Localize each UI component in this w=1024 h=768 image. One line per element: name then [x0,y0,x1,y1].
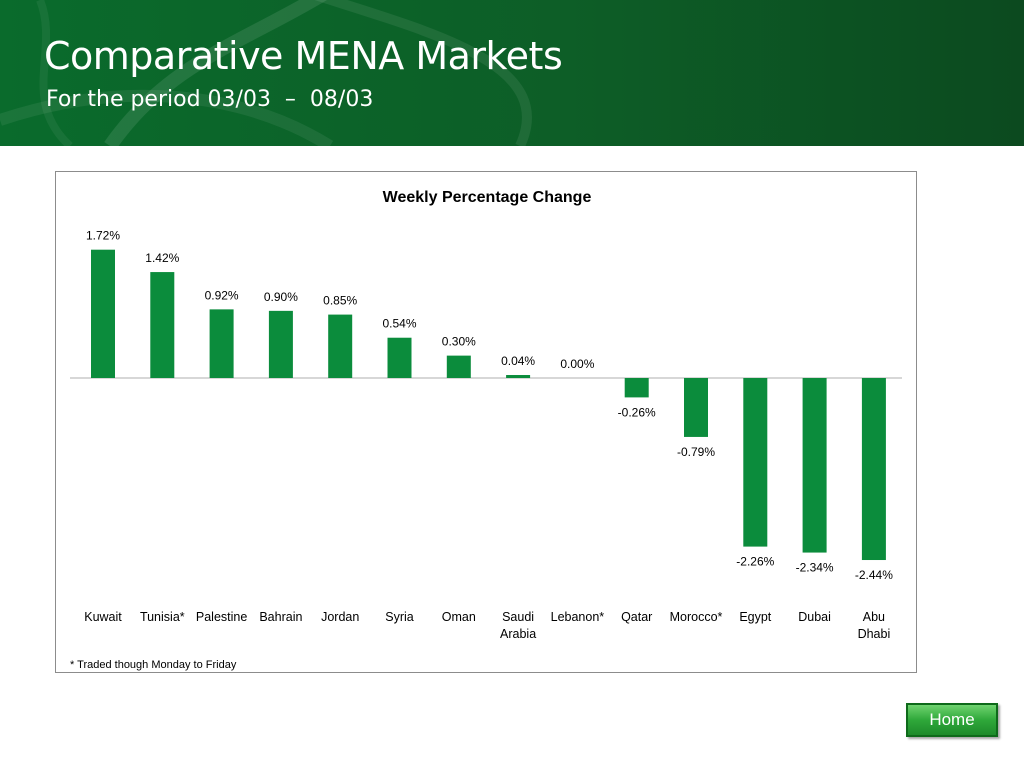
data-label: -2.44% [855,568,893,582]
bar-saudi-arabia [506,375,531,378]
category-label: Oman [442,610,476,624]
data-label: 0.54% [382,317,416,331]
bar-egypt [743,378,768,547]
category-label: Lebanon* [551,610,605,624]
category-label: Syria [385,610,414,624]
bar-tunisia [150,272,175,378]
category-label: Arabia [500,627,536,641]
data-label: -0.79% [677,445,715,459]
bar-abu-dhabi [861,378,886,561]
data-label: 0.85% [323,294,357,308]
data-label: -2.26% [736,555,774,569]
category-label: Qatar [621,610,652,624]
data-label: 1.72% [86,229,120,243]
data-label: 0.30% [442,335,476,349]
category-label: Kuwait [84,610,122,624]
bar-palestine [209,309,234,378]
bar-chart: Weekly Percentage Change 1.72% Kuwait 1.42%… [70,189,902,671]
category-label: Egypt [739,610,771,624]
bar-bahrain [268,310,293,378]
category-label: Dubai [798,610,831,624]
category-label: Palestine [196,610,247,624]
chart-title: Weekly Percentage Change [383,189,592,206]
data-label: 0.92% [205,288,239,302]
data-label: 1.42% [145,251,179,265]
bar-jordan [328,314,353,378]
bar-qatar [624,378,649,398]
category-label: Saudi [502,610,534,624]
bar-morocco [684,378,708,437]
bar-kuwait [91,249,115,378]
decorative-swirl-graphic [0,0,532,146]
category-label: Jordan [321,610,359,624]
home-button[interactable]: Home [906,703,998,737]
data-label: 0.04% [501,354,535,368]
data-label: 0.00% [560,357,594,371]
page-title: Comparative MENA Markets [44,34,563,78]
data-label: 0.90% [264,290,298,304]
chart-frame: Weekly Percentage Change 1.72% Kuwait 1.42%… [55,171,917,673]
page-subtitle: For the period 03/03 – 08/03 [46,87,374,112]
category-label: Abu [863,610,885,624]
bar-oman [446,355,471,378]
category-label: Tunisia* [140,610,185,624]
category-label: Dhabi [858,627,891,641]
chart-footnote: * Traded though Monday to Friday [70,659,237,671]
slide-header: Comparative MENA Markets For the period … [0,0,1024,146]
category-label: Bahrain [259,610,302,624]
bar-syria [387,337,412,378]
data-label: -0.26% [618,405,656,419]
data-label: -2.34% [796,561,834,575]
category-label: Morocco* [670,610,723,624]
bar-dubai [802,378,827,553]
